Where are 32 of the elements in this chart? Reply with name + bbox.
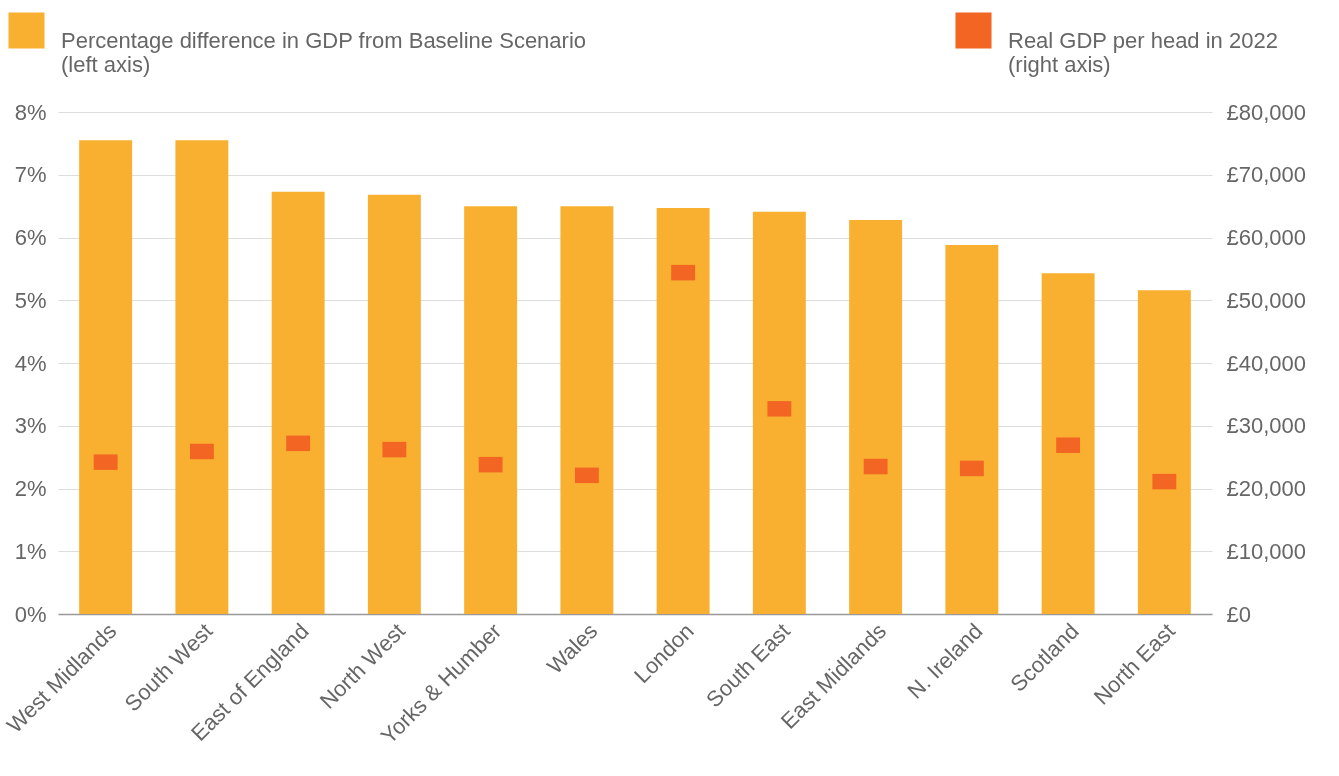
bar bbox=[945, 245, 999, 614]
bar bbox=[752, 211, 806, 614]
bar bbox=[464, 206, 518, 614]
bar bbox=[656, 208, 710, 614]
legend-label: Percentage difference in GDP from Baseline Scenario (left axis) bbox=[61, 27, 587, 77]
y2-tick-label: £30,000 bbox=[1226, 413, 1307, 439]
y2-tick-label: £20,000 bbox=[1226, 476, 1307, 501]
y2-tick-label: £40,000 bbox=[1226, 350, 1307, 376]
y-tick-label: 4% bbox=[14, 350, 47, 376]
bar bbox=[1041, 273, 1095, 614]
bar bbox=[560, 206, 614, 614]
y-tick-label: 1% bbox=[14, 538, 47, 564]
y2-tick-label: £80,000 bbox=[1226, 99, 1307, 125]
y-tick-label: 7% bbox=[14, 162, 47, 188]
y-tick-label: 0% bbox=[14, 601, 47, 627]
bar bbox=[367, 194, 421, 614]
bar bbox=[271, 191, 325, 614]
y2-tick-label: £0 bbox=[1226, 601, 1251, 627]
y-tick-label: 5% bbox=[14, 287, 47, 313]
y2-tick-label: £70,000 bbox=[1226, 162, 1307, 188]
bar bbox=[79, 140, 133, 614]
y-tick-label: 3% bbox=[14, 413, 47, 439]
y-tick-label: 6% bbox=[14, 225, 47, 250]
bar bbox=[1137, 290, 1191, 614]
y2-tick-label: £10,000 bbox=[1226, 538, 1307, 564]
y-tick-label: 8% bbox=[14, 99, 47, 125]
bar bbox=[175, 140, 229, 614]
legend-label: Real GDP per head in 2022 (right axis) bbox=[1008, 27, 1278, 77]
bar bbox=[849, 219, 903, 614]
y-tick-label: 2% bbox=[14, 476, 47, 501]
y2-tick-label: £60,000 bbox=[1226, 225, 1307, 250]
y2-tick-label: £50,000 bbox=[1226, 287, 1307, 313]
